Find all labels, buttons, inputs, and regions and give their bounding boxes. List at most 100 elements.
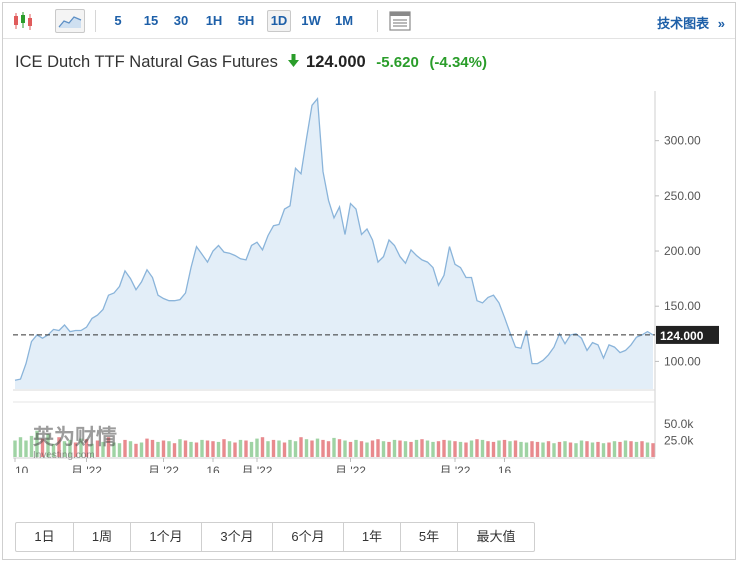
volume-bar [134,443,138,457]
volume-bar [431,441,435,457]
timeframe-1w[interactable]: 1W [301,13,321,28]
volume-bar [57,437,61,457]
x-tick-label: 16 [206,464,220,473]
volume-bar [255,438,259,457]
volume-bar [557,441,562,457]
last-price-badge [656,325,719,344]
price-tick-label: 200.00 [664,244,701,258]
volume-bar [392,439,397,457]
volume-bar [260,437,265,457]
volume-bar [29,435,34,457]
timeframe-5h[interactable]: 5H [237,13,255,28]
volume-bar [398,440,402,457]
volume-bar [464,442,468,457]
settings-panel-icon[interactable] [388,9,412,33]
volume-tick-label: 25.0k [664,434,694,448]
candlestick-icon[interactable] [11,9,35,33]
range-button-5[interactable]: 1年 [344,523,401,551]
volume-bar [84,439,89,457]
volume-bar [596,441,600,457]
volume-bar [469,440,474,457]
volume-bar [238,439,243,457]
volume-bar [370,440,375,457]
timeframe-15[interactable]: 15 [143,13,159,28]
volume-bar [233,442,237,457]
volume-bar [178,439,182,457]
volume-bar [271,439,276,457]
volume-bar [172,443,177,457]
volume-bar [293,441,298,457]
range-button-1[interactable]: 1周 [74,523,131,551]
x-tick-label: 月 '22 [335,464,366,473]
volume-bar [79,438,83,457]
volume-bar [282,442,287,457]
volume-bar [590,442,595,457]
price-tick-label: 300.00 [664,134,701,148]
volume-bar [574,443,578,457]
timeframe-1m[interactable]: 1M [334,13,354,28]
volume-bar [244,440,248,457]
volume-bar [502,439,507,457]
volume-bar [321,439,325,457]
volume-bar [541,442,545,457]
volume-bar [475,439,479,457]
volume-bar [194,442,199,457]
volume-tick-label: 50.0k [664,417,694,431]
range-button-2[interactable]: 1个月 [131,523,202,551]
volume-bar [354,439,358,457]
price-change-percent: (-4.34%) [429,54,487,71]
volume-bar [288,439,292,457]
volume-bar [414,439,419,457]
volume-bar [62,441,67,457]
volume-bar [651,443,655,457]
price-tick-label: 100.00 [664,354,701,368]
timeframe-1d[interactable]: 1D [267,10,291,32]
volume-bar [491,441,496,457]
volume-bar [24,440,28,457]
watermark-logo: 英为财情 [33,425,117,449]
volume-bar [150,439,155,457]
volume-bar [266,441,270,457]
volume-bar [607,442,611,457]
instrument-header: ICE Dutch TTF Natural Gas Futures 124.00… [15,53,487,72]
volume-bar [112,442,116,457]
volume-bar [161,440,166,457]
range-button-4[interactable]: 6个月 [273,523,344,551]
price-tick-label: 250.00 [664,189,701,203]
range-button-6[interactable]: 5年 [401,523,458,551]
volume-bar [189,441,193,457]
volume-bar [277,440,281,457]
timeframe-30[interactable]: 30 [173,13,189,28]
x-tick-label: 月 '22 [148,464,179,473]
volume-bar [535,441,540,457]
price-chart[interactable]: 300.00 250.00 200.00 150.00 100.00 124.000 50.… [3,3,735,473]
x-tick-label: 月 '22 [440,464,471,473]
technical-chart-link[interactable]: 技术图表 » [657,13,725,32]
volume-bar [222,439,226,457]
area-chart-icon[interactable] [55,9,85,33]
range-selector: 1日 1周 1个月 3个月 6个月 1年 5年 最大值 [15,522,535,552]
chart-toolbar: 5 15 30 1H 5H 1D 1W 1M 技术图表 » [3,3,735,39]
volume-bar [299,437,303,457]
volume-bar [18,437,23,457]
volume-bar [123,439,127,457]
volume-bar [623,440,628,457]
x-tick-label: 16 [498,464,512,473]
volume-bar [13,440,17,457]
range-button-7[interactable]: 最大值 [476,529,516,544]
volume-bar [167,441,171,457]
last-price-badge-label: 124.000 [660,329,704,343]
volume-bar [585,441,589,457]
timeframe-5[interactable]: 5 [114,13,122,28]
volume-bar [601,443,606,457]
technical-chart-label: 技术图表 [657,16,710,31]
volume-bar [612,441,617,457]
volume-bar [365,442,369,457]
volume-bar [183,440,188,457]
range-button-0[interactable]: 1日 [16,523,74,551]
volume-bar [68,439,72,457]
volume-bar [387,441,391,457]
timeframe-1h[interactable]: 1H [205,13,223,28]
volume-bar [90,443,94,457]
range-button-3[interactable]: 3个月 [202,523,273,551]
